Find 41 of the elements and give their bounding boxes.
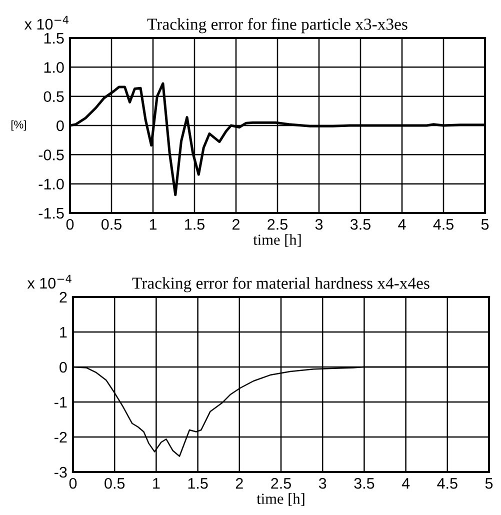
x-tick-label: 4.5 (437, 478, 458, 489)
y-tick-label: 0 (60, 362, 67, 373)
x-tick-label: 0.5 (104, 478, 125, 489)
y-tick-label: -0.5 (38, 150, 64, 160)
y-tick-label: 1.5 (44, 33, 64, 44)
y-tick-label: -1 (54, 397, 67, 408)
y-tick-label: -1.5 (38, 208, 64, 219)
y-axis-title: [%] (11, 120, 26, 131)
x-axis-title: time [h] (253, 234, 301, 247)
chart-title: Tracking error for fine particle x3-x3es (147, 18, 408, 34)
chart-title: Tracking error for material hardness x4-x4es (132, 276, 430, 292)
text: x 10$^{−4}$ (24, 16, 69, 30)
x-tick-label: 5 (485, 478, 493, 489)
x-tick-label: 5 (481, 219, 489, 230)
x-tick-label: 4 (402, 478, 410, 489)
x-tick-label: 2.5 (271, 478, 291, 489)
y-tick-label: 1.0 (44, 62, 64, 73)
x-tick-label: 2.5 (268, 218, 288, 230)
x-tick-label: 2 (236, 478, 243, 489)
x-tick-label: 3.5 (354, 478, 374, 489)
text: x 10$^{−4}$ (27, 274, 72, 289)
y-tick-label: -3 (54, 466, 67, 478)
x-tick-label: 0.5 (101, 218, 122, 230)
x-tick-label: 1.5 (188, 478, 208, 489)
x-tick-label: 0 (69, 478, 77, 489)
x-tick-label: 1 (150, 219, 157, 230)
y-tick-label: 0 (56, 120, 64, 132)
y-tick-label: 0.5 (44, 91, 64, 102)
y-tick-label: 2 (60, 292, 67, 303)
x-tick-label: 1.5 (185, 219, 204, 230)
x-tick-label: 4.5 (433, 219, 454, 230)
x-tick-label: 3 (315, 218, 323, 230)
x-tick-label: 2 (232, 218, 240, 230)
y-tick-label: -2 (54, 432, 67, 443)
x-tick-label: 3 (318, 478, 326, 489)
x-axis-title: time [h] (256, 493, 304, 506)
x-tick-label: 4 (398, 219, 406, 230)
y-tick-label: -1.0 (38, 178, 64, 190)
y-tick-label: 1 (60, 327, 67, 338)
x-tick-label: 3.5 (350, 218, 370, 230)
x-tick-label: 1 (153, 478, 160, 489)
